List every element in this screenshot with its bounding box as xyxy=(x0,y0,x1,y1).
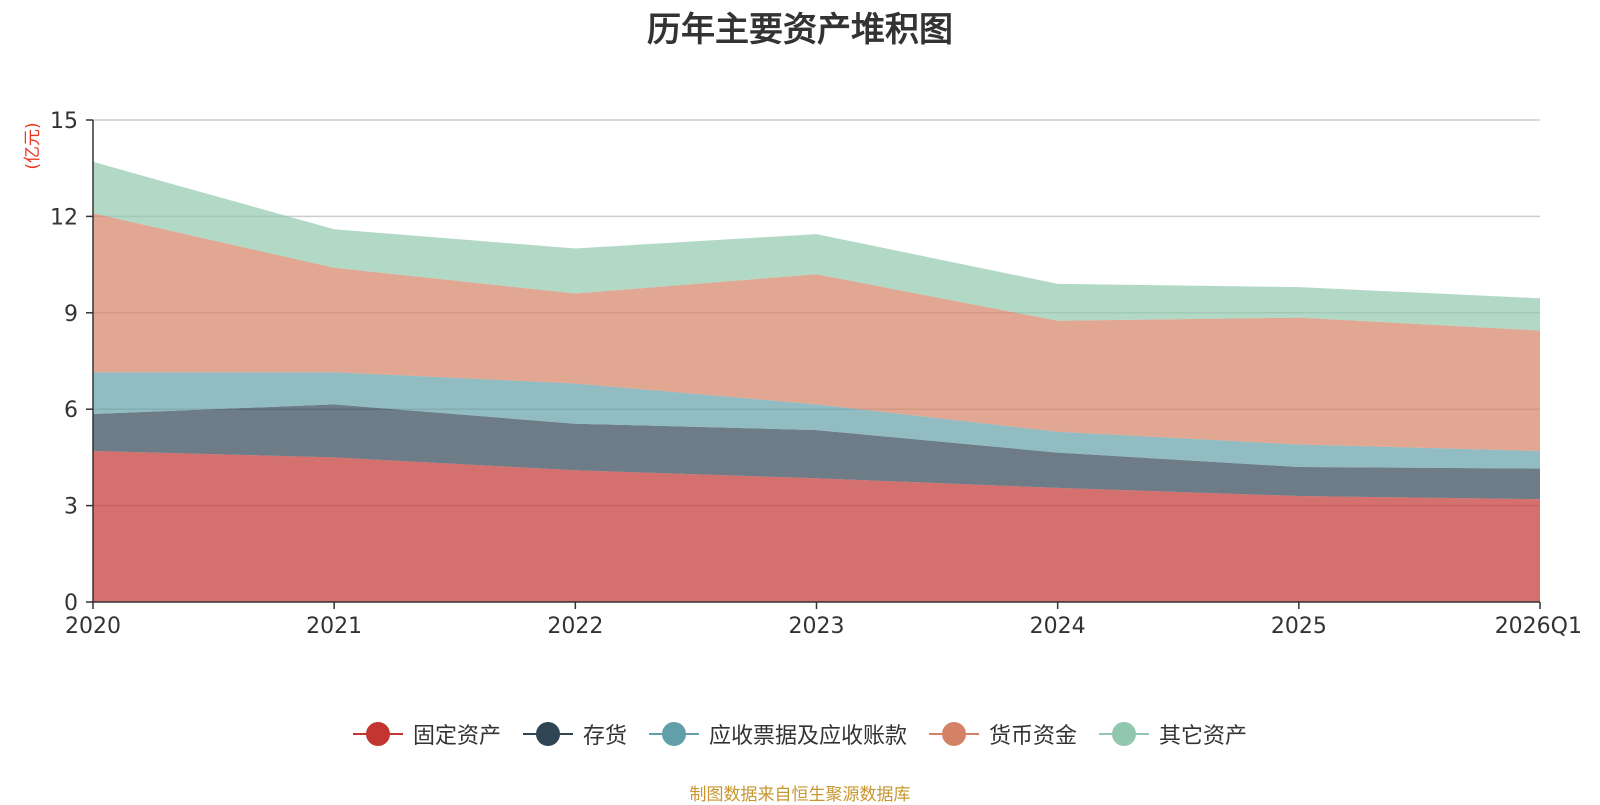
legend-marker-icon xyxy=(1099,721,1150,747)
legend-item-0[interactable]: 固定资产 xyxy=(352,718,501,750)
x-tick-label-0: 2020 xyxy=(65,614,121,639)
x-tick-label-3: 2023 xyxy=(789,614,845,639)
legend-marker-icon xyxy=(352,721,403,747)
area-series-2 xyxy=(93,372,1540,469)
x-tick-label-2: 2022 xyxy=(547,614,603,639)
area-series-0 xyxy=(93,451,1540,602)
area-series-1 xyxy=(93,404,1540,500)
y-tick-label-9: 9 xyxy=(64,302,78,327)
chart-title: 历年主要资产堆积图 xyxy=(647,10,953,50)
legend-item-1[interactable]: 存货 xyxy=(522,718,627,750)
area-series-4 xyxy=(93,161,1540,331)
legend-marker-icon xyxy=(522,721,573,747)
area-series-3 xyxy=(93,213,1540,451)
y-tick-label-3: 3 xyxy=(64,495,78,520)
legend: 固定资产 存货 应收票据及应收账款 货币资金 其它资产 xyxy=(0,718,1600,750)
y-tick-label-6: 6 xyxy=(64,398,78,423)
x-tick-label-5: 2025 xyxy=(1271,614,1327,639)
x-tick-label-6: 2026Q1 xyxy=(1495,614,1582,639)
source-note: 制图数据来自恒生聚源数据库 xyxy=(689,785,911,805)
y-tick-label-12: 12 xyxy=(50,205,78,230)
x-tick-label-1: 2021 xyxy=(306,614,362,639)
legend-label: 应收票据及应收账款 xyxy=(708,724,907,749)
legend-label: 货币资金 xyxy=(989,724,1078,749)
area-series-layer xyxy=(93,161,1540,602)
y-tick-label-15: 15 xyxy=(50,109,78,134)
legend-item-3[interactable]: 货币资金 xyxy=(929,718,1077,750)
legend-marker-icon xyxy=(929,721,979,747)
legend-item-2[interactable]: 应收票据及应收账款 xyxy=(648,718,907,750)
legend-label: 存货 xyxy=(582,724,627,749)
x-tick-label-4: 2024 xyxy=(1030,614,1086,639)
legend-label: 固定资产 xyxy=(412,724,501,749)
legend-marker-icon xyxy=(648,721,699,747)
axes: 0 3 6 9 12 15 2020 2021 2022 2023 2024 2025 2026Q1 xyxy=(50,109,1582,639)
y-axis-unit-label: (亿元) xyxy=(23,122,43,169)
legend-item-4[interactable]: 其它资产 xyxy=(1099,718,1247,750)
legend-label: 其它资产 xyxy=(1159,724,1248,749)
y-tick-label-0: 0 xyxy=(64,591,78,616)
